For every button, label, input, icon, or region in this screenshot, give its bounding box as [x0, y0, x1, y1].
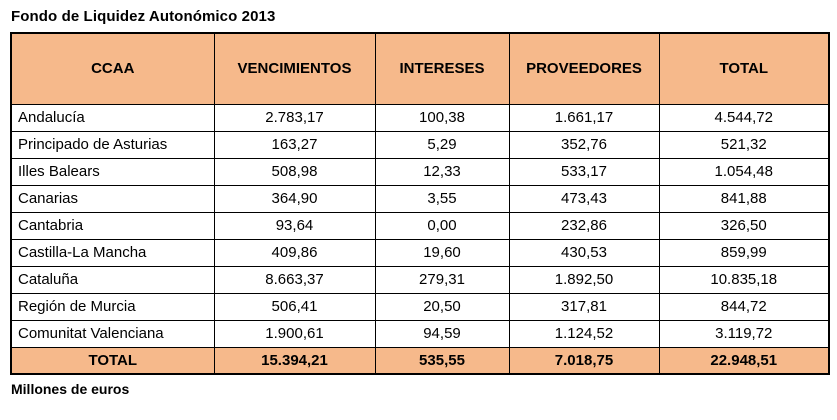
- value-cell: 326,50: [658, 211, 830, 240]
- ccaa-cell: Andalucía: [10, 103, 215, 132]
- value-cell: 163,27: [213, 130, 376, 159]
- value-cell: 94,59: [374, 319, 510, 348]
- total-label-cell: TOTAL: [10, 346, 215, 375]
- column-header-vencimientos: VENCIMIENTOS: [213, 32, 376, 105]
- ccaa-cell: Principado de Asturias: [10, 130, 215, 159]
- column-header-ccaa: CCAA: [10, 32, 215, 105]
- value-cell: 521,32: [658, 130, 830, 159]
- value-cell: 8.663,37: [213, 265, 376, 294]
- column-header-intereses: INTERESES: [374, 32, 510, 105]
- value-cell: 5,29: [374, 130, 510, 159]
- column-header-total: TOTAL: [658, 32, 830, 105]
- value-cell: 19,60: [374, 238, 510, 267]
- total-value-cell: 22.948,51: [658, 346, 830, 375]
- table-row: Canarias 364,90 3,55 473,43 841,88: [10, 184, 830, 213]
- value-cell: 508,98: [213, 157, 376, 186]
- value-cell: 1.900,61: [213, 319, 376, 348]
- header-row: CCAA VENCIMIENTOS INTERESES PROVEEDORES …: [10, 32, 830, 105]
- ccaa-cell: Canarias: [10, 184, 215, 213]
- value-cell: 533,17: [508, 157, 660, 186]
- value-cell: 279,31: [374, 265, 510, 294]
- value-cell: 3.119,72: [658, 319, 830, 348]
- value-cell: 364,90: [213, 184, 376, 213]
- table-row: Principado de Asturias 163,27 5,29 352,76 52…: [10, 130, 830, 159]
- value-cell: 1.054,48: [658, 157, 830, 186]
- value-cell: 409,86: [213, 238, 376, 267]
- table-row: Illes Balears 508,98 12,33 533,17 1.054,48: [10, 157, 830, 186]
- value-cell: 93,64: [213, 211, 376, 240]
- value-cell: 506,41: [213, 292, 376, 321]
- ccaa-cell: Castilla-La Mancha: [10, 238, 215, 267]
- value-cell: 430,53: [508, 238, 660, 267]
- value-cell: 2.783,17: [213, 103, 376, 132]
- total-value-cell: 535,55: [374, 346, 510, 375]
- units-note: Millones de euros: [11, 381, 130, 397]
- table-row: Comunitat Valenciana 1.900,61 94,59 1.124,5…: [10, 319, 830, 348]
- table-row: Andalucía 2.783,17 100,38 1.661,17 4.544,72: [10, 103, 830, 132]
- value-cell: 4.544,72: [658, 103, 830, 132]
- value-cell: 1.892,50: [508, 265, 660, 294]
- liquidity-fund-table: CCAA VENCIMIENTOS INTERESES PROVEEDORES …: [10, 32, 830, 375]
- table-row: Cantabria 93,64 0,00 232,86 326,50: [10, 211, 830, 240]
- value-cell: 352,76: [508, 130, 660, 159]
- table-row: Castilla-La Mancha 409,86 19,60 430,53 859,9…: [10, 238, 830, 267]
- value-cell: 841,88: [658, 184, 830, 213]
- value-cell: 3,55: [374, 184, 510, 213]
- value-cell: 317,81: [508, 292, 660, 321]
- total-value-cell: 15.394,21: [213, 346, 376, 375]
- value-cell: 1.124,52: [508, 319, 660, 348]
- value-cell: 232,86: [508, 211, 660, 240]
- value-cell: 844,72: [658, 292, 830, 321]
- total-value-cell: 7.018,75: [508, 346, 660, 375]
- value-cell: 859,99: [658, 238, 830, 267]
- table-row: Cataluña 8.663,37 279,31 1.892,50 10.835,18: [10, 265, 830, 294]
- ccaa-cell: Comunitat Valenciana: [10, 319, 215, 348]
- ccaa-cell: Región de Murcia: [10, 292, 215, 321]
- table-row: Región de Murcia 506,41 20,50 317,81 844,72: [10, 292, 830, 321]
- column-header-proveedores: PROVEEDORES: [508, 32, 660, 105]
- ccaa-cell: Illes Balears: [10, 157, 215, 186]
- value-cell: 20,50: [374, 292, 510, 321]
- value-cell: 10.835,18: [658, 265, 830, 294]
- ccaa-cell: Cantabria: [10, 211, 215, 240]
- value-cell: 100,38: [374, 103, 510, 132]
- value-cell: 473,43: [508, 184, 660, 213]
- value-cell: 12,33: [374, 157, 510, 186]
- total-row: TOTAL 15.394,21 535,55 7.018,75 22.948,51: [10, 346, 830, 375]
- value-cell: 1.661,17: [508, 103, 660, 132]
- value-cell: 0,00: [374, 211, 510, 240]
- page-title: Fondo de Liquidez Autonómico 2013: [11, 8, 276, 25]
- ccaa-cell: Cataluña: [10, 265, 215, 294]
